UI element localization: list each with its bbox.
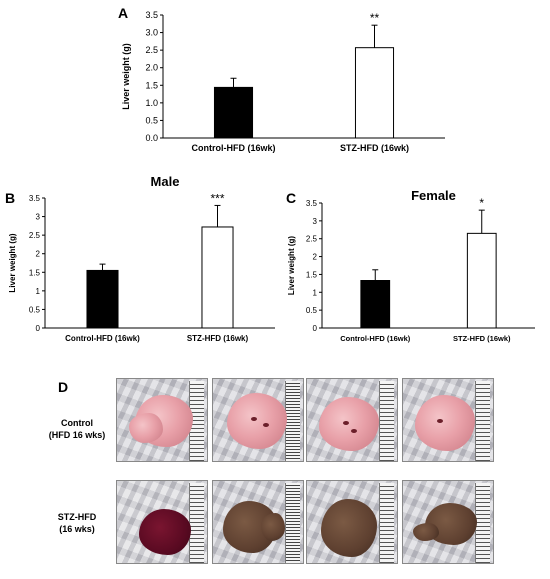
bar — [360, 280, 391, 329]
bar — [213, 86, 254, 139]
bar — [201, 226, 234, 329]
y-axis-label: Liver weight (g) — [121, 43, 131, 110]
photo-control-4 — [402, 378, 494, 462]
y-tick-label: 0 — [313, 324, 318, 333]
x-tick-label: Control-HFD (16wk) — [65, 334, 140, 343]
y-tick-label: 1.5 — [29, 268, 41, 277]
y-tick-label: 1.5 — [306, 270, 318, 279]
bar — [86, 269, 119, 329]
chart-panel-b: B Male 0 0.5 1 1.5 2 2.5 3 3.5 Liver weight (g) Con… — [5, 174, 275, 343]
y-tick-label: 2 — [313, 253, 318, 262]
panel-label-c: C — [286, 190, 296, 206]
y-tick-label: 1.0 — [145, 98, 158, 108]
panel-label-a: A — [118, 5, 128, 21]
x-tick-label: STZ-HFD (16wk) — [453, 334, 511, 343]
chart-panel-a: A 0.0 0.5 1.0 1.5 2.0 2.5 3.0 3.5 Liver weight (g… — [118, 5, 445, 153]
significance-label: * — [479, 196, 484, 210]
y-tick-label: 1.5 — [145, 80, 158, 90]
photo-stz-4 — [402, 480, 494, 564]
y-tick-label: 3.5 — [306, 199, 318, 208]
y-tick-label: 2.5 — [306, 235, 318, 244]
panel-label-b: B — [5, 190, 15, 206]
x-tick-label: Control-HFD (16wk) — [192, 143, 276, 153]
y-tick-label: 3.5 — [145, 10, 158, 20]
y-tick-label: 1 — [36, 287, 41, 296]
photo-stz-2 — [212, 480, 304, 564]
chart-panel-c: C Female 0 0.5 1 1.5 2 2.5 3 3.5 Liver weight (g) C… — [286, 188, 535, 343]
chart-title: Female — [411, 188, 456, 203]
y-axis-label: Liver weight (g) — [8, 233, 17, 292]
y-tick-label: 2.5 — [29, 231, 41, 240]
photo-control-2 — [212, 378, 304, 462]
y-tick-label: 2.0 — [145, 63, 158, 73]
y-tick-label: 3.5 — [29, 194, 41, 203]
row-label-stz: STZ-HFD (16 wks) — [57, 512, 97, 534]
y-tick-label: 3 — [313, 217, 318, 226]
x-tick-label: STZ-HFD (16wk) — [187, 334, 249, 343]
bar — [354, 47, 395, 139]
y-tick-label: 0 — [36, 324, 41, 333]
y-tick-label: 0.5 — [29, 305, 41, 314]
x-tick-label: Control-HFD (16wk) — [340, 334, 411, 343]
y-tick-label: 0.5 — [306, 306, 318, 315]
bar — [466, 232, 497, 329]
photo-stz-1 — [116, 480, 208, 564]
y-axis-label: Liver weight (g) — [287, 236, 296, 295]
row-label-control: Control (HFD 16 wks) — [48, 418, 106, 440]
y-tick-label: 2 — [36, 250, 41, 259]
y-tick-label: 3.0 — [145, 28, 158, 38]
significance-label: *** — [210, 191, 224, 205]
y-tick-label: 3 — [36, 213, 41, 222]
y-tick-label: 1 — [313, 288, 318, 297]
photo-stz-3 — [306, 480, 398, 564]
y-tick-label: 0.0 — [145, 133, 158, 143]
chart-title: Male — [151, 174, 180, 189]
photo-control-3 — [306, 378, 398, 462]
y-tick-label: 2.5 — [145, 45, 158, 55]
panel-label-d: D — [58, 379, 68, 395]
significance-label: ** — [370, 11, 380, 25]
x-tick-label: STZ-HFD (16wk) — [340, 143, 409, 153]
y-tick-label: 0.5 — [145, 115, 158, 125]
photo-control-1 — [116, 378, 208, 462]
